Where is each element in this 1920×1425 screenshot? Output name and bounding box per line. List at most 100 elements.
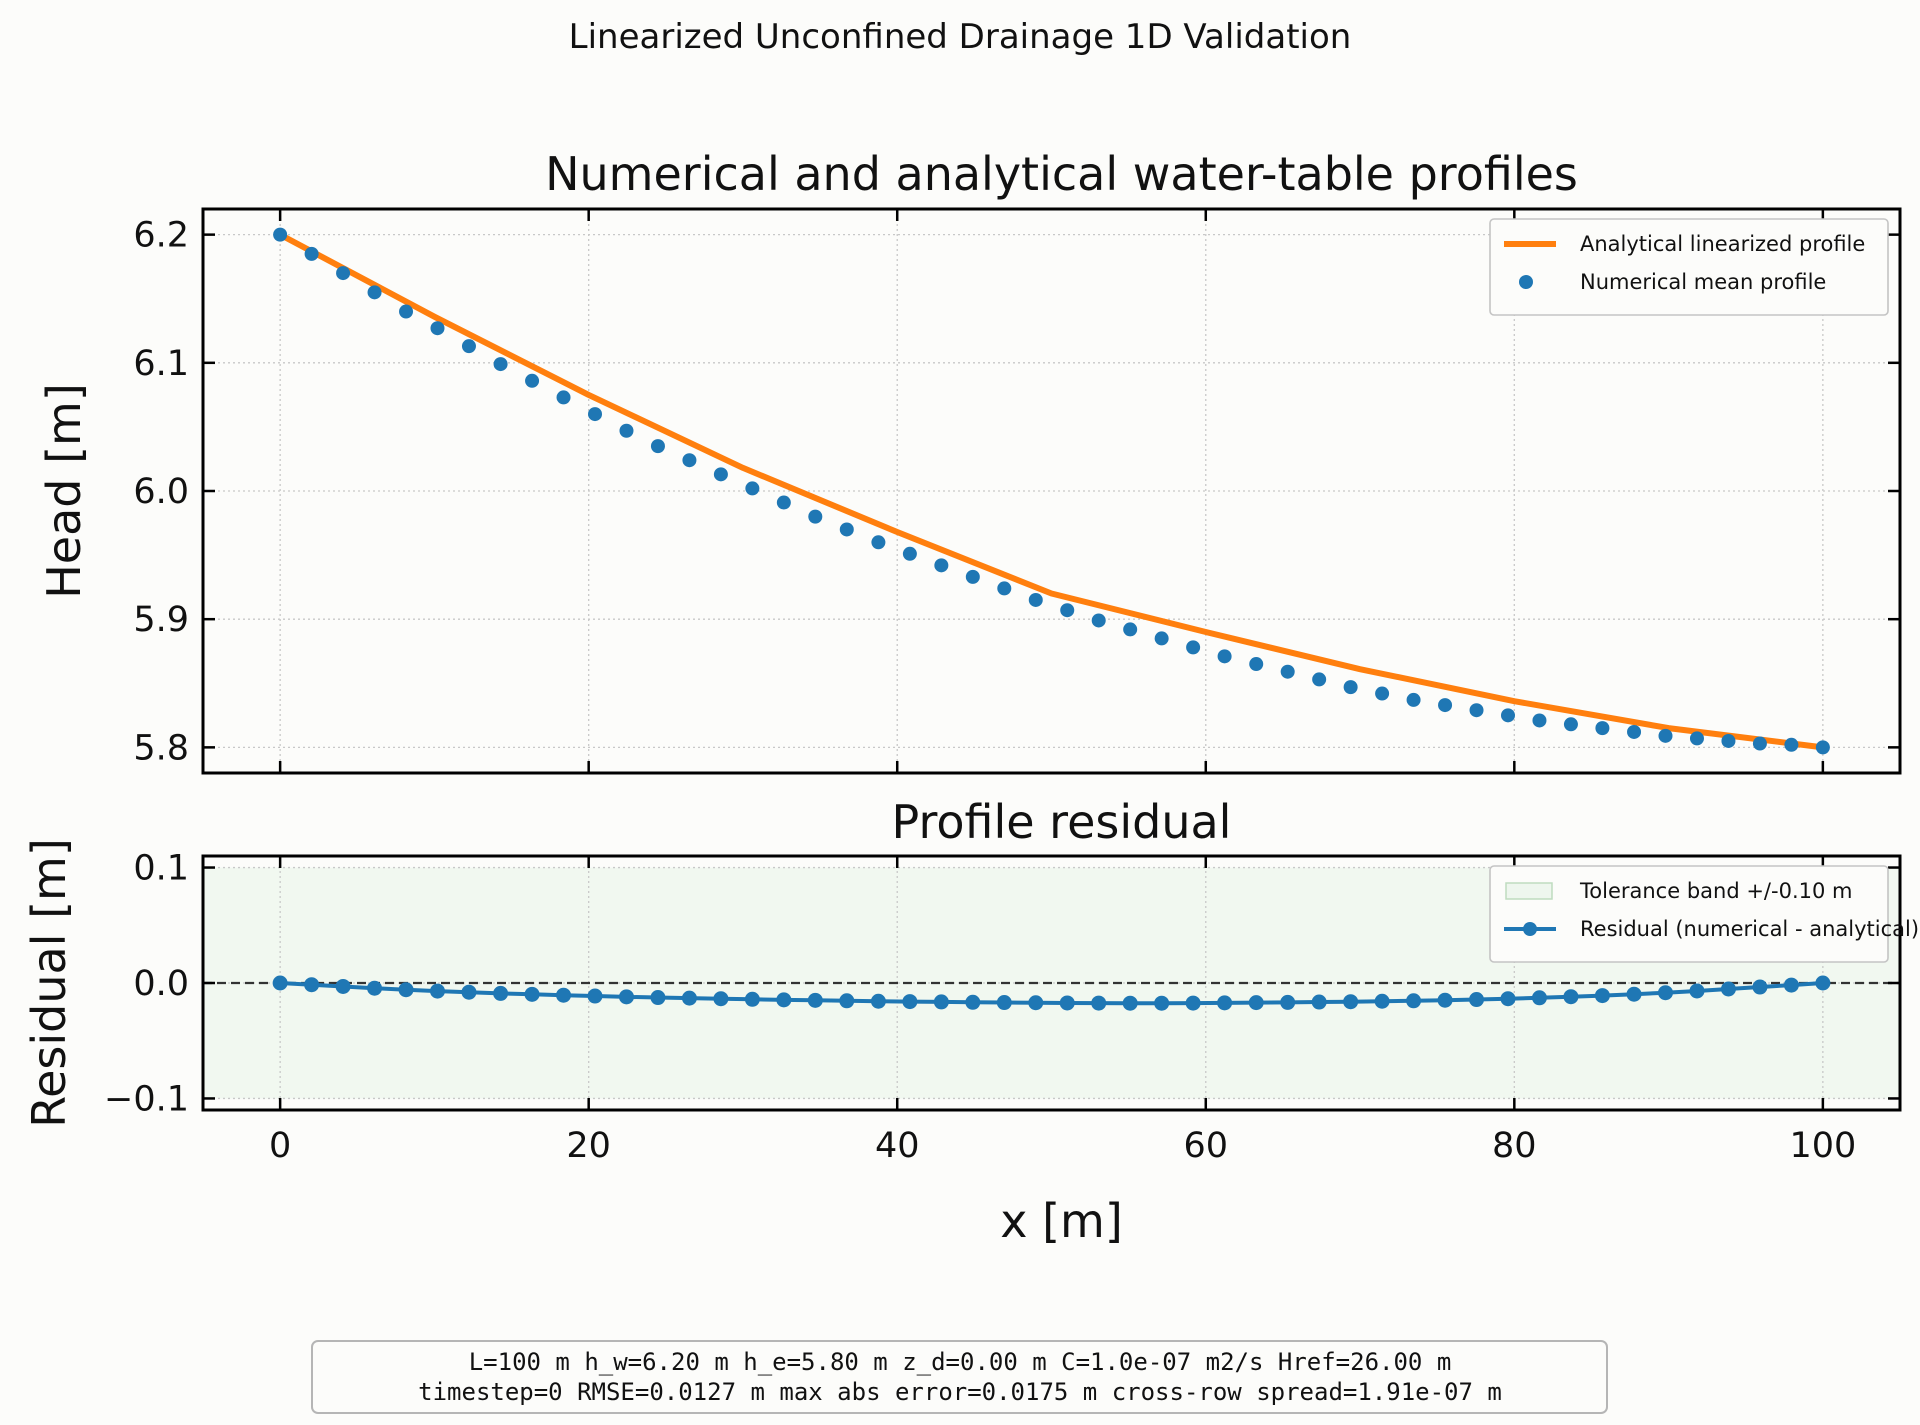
numerical-point bbox=[1815, 740, 1830, 755]
numerical-point bbox=[1595, 721, 1610, 736]
numerical-point bbox=[525, 373, 540, 388]
residual-point bbox=[1752, 979, 1768, 995]
residual-point bbox=[1783, 977, 1799, 993]
residual-point bbox=[1343, 994, 1359, 1010]
numerical-point bbox=[304, 246, 319, 261]
residual-point bbox=[1594, 988, 1610, 1004]
legend: Tolerance band +/-0.10 m Residual (numeri… bbox=[1489, 865, 1919, 963]
info-line-2: timestep=0 RMSE=0.0127 m max abs error=0… bbox=[418, 1378, 1502, 1406]
residual-point bbox=[367, 980, 383, 996]
numerical-point bbox=[1532, 713, 1547, 728]
y-axis-label: Head [m] bbox=[37, 383, 91, 599]
legend-swatch-residual-point bbox=[1523, 922, 1537, 936]
residual-point bbox=[335, 978, 351, 994]
numerical-point bbox=[745, 481, 760, 496]
residual-point bbox=[524, 986, 540, 1002]
numerical-point bbox=[1500, 708, 1515, 723]
x-axis-label: x [m] bbox=[1000, 1194, 1123, 1248]
residual-point bbox=[902, 994, 918, 1010]
numerical-point bbox=[1343, 680, 1358, 695]
residual-point bbox=[304, 977, 320, 993]
residual-point bbox=[1217, 995, 1233, 1011]
residual-point bbox=[461, 984, 477, 1000]
residual-point bbox=[807, 992, 823, 1008]
residual-point bbox=[1091, 995, 1107, 1011]
residual-point bbox=[1658, 985, 1674, 1001]
y-tick-label: −0.1 bbox=[104, 1079, 189, 1119]
x-tick-label: 80 bbox=[1492, 1126, 1537, 1166]
y-tick-label: 0.1 bbox=[133, 849, 189, 889]
residual-point bbox=[965, 994, 981, 1010]
numerical-point bbox=[1249, 657, 1264, 672]
residual-point bbox=[618, 989, 634, 1005]
residual-point bbox=[650, 990, 666, 1006]
residual-point bbox=[1531, 990, 1547, 1006]
numerical-point bbox=[839, 522, 854, 537]
numerical-point bbox=[1028, 592, 1043, 607]
y-tick-label: 5.9 bbox=[133, 600, 189, 640]
numerical-point bbox=[493, 357, 508, 372]
residual-point bbox=[1059, 995, 1075, 1011]
numerical-point bbox=[871, 535, 886, 550]
numerical-point bbox=[588, 407, 603, 422]
numerical-point bbox=[1438, 698, 1453, 713]
numerical-point bbox=[1154, 631, 1169, 646]
residual-point bbox=[1028, 995, 1044, 1011]
y-tick-label: 6.0 bbox=[133, 472, 189, 512]
residual-point bbox=[681, 990, 697, 1006]
numerical-point bbox=[1784, 737, 1799, 752]
legend: Analytical linearized profile Numerical m… bbox=[1489, 218, 1889, 316]
residual-point bbox=[1374, 993, 1390, 1009]
numerical-point bbox=[273, 227, 288, 242]
numerical-point bbox=[1060, 603, 1075, 618]
numerical-point bbox=[808, 509, 823, 524]
x-tick-label: 40 bbox=[875, 1126, 920, 1166]
numerical-point bbox=[776, 495, 791, 510]
numerical-point bbox=[965, 569, 980, 584]
numerical-point bbox=[1469, 703, 1484, 718]
numerical-point bbox=[1563, 717, 1578, 732]
residual-point bbox=[1280, 994, 1296, 1010]
residual-point bbox=[1563, 989, 1579, 1005]
x-tick-label: 0 bbox=[269, 1126, 291, 1166]
residual-point bbox=[713, 991, 729, 1007]
numerical-point bbox=[1186, 640, 1201, 655]
numerical-point bbox=[336, 266, 351, 281]
numerical-point bbox=[682, 453, 697, 468]
numerical-point bbox=[430, 321, 445, 336]
residual-point bbox=[1185, 995, 1201, 1011]
y-tick-label: 0.0 bbox=[133, 964, 189, 1004]
y-tick-label: 6.1 bbox=[133, 344, 189, 384]
residual-point bbox=[1437, 992, 1453, 1008]
residual-point bbox=[1406, 993, 1422, 1009]
residual-point bbox=[996, 995, 1012, 1011]
residual-point bbox=[398, 982, 414, 998]
numerical-point bbox=[1312, 672, 1327, 687]
analytical-profile-line bbox=[278, 231, 1824, 751]
residual-point bbox=[1626, 986, 1642, 1002]
numerical-point bbox=[934, 558, 949, 573]
numerical-point bbox=[997, 581, 1012, 596]
legend-swatch-band bbox=[1505, 882, 1553, 900]
numerical-point bbox=[650, 439, 665, 454]
residual-point bbox=[493, 985, 509, 1001]
residual-point bbox=[1248, 995, 1264, 1011]
info-box-frame bbox=[311, 1340, 1608, 1414]
residual-point bbox=[933, 994, 949, 1010]
x-tick-label: 100 bbox=[1789, 1126, 1856, 1166]
numerical-point bbox=[1752, 736, 1767, 751]
y-axis-label: Residual [m] bbox=[22, 838, 76, 1128]
numerical-point bbox=[367, 285, 382, 300]
residual-point bbox=[744, 991, 760, 1007]
legend-swatch-numerical bbox=[1519, 275, 1533, 289]
residual-point bbox=[1311, 994, 1327, 1010]
numerical-point bbox=[1627, 724, 1642, 739]
residual-point bbox=[870, 993, 886, 1009]
residual-point bbox=[587, 988, 603, 1004]
residual-point bbox=[1500, 991, 1516, 1007]
numerical-point bbox=[461, 339, 476, 354]
residual-point bbox=[839, 993, 855, 1009]
legend-frame bbox=[1489, 218, 1889, 316]
legend-label: Numerical mean profile bbox=[1580, 270, 1826, 294]
